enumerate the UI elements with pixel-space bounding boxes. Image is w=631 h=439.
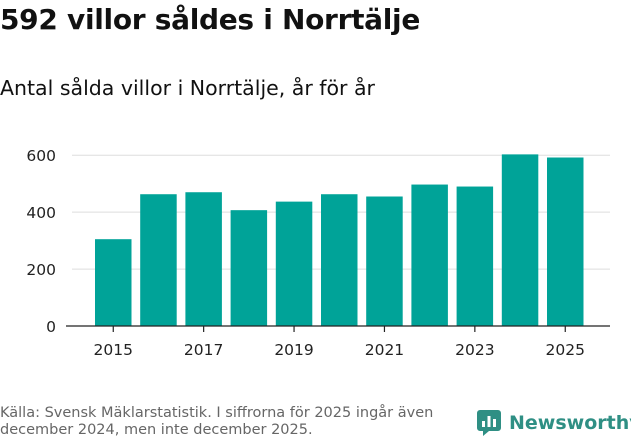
bar-2017	[185, 192, 222, 326]
brand-name: Newsworthy	[509, 412, 631, 434]
bar-chart: 0 200 400 600 2015 2017 2019 2021 2023 2025	[26, 147, 610, 359]
bar-2015	[95, 239, 132, 326]
x-tick-label: 2019	[274, 341, 313, 359]
bar-2016	[140, 194, 177, 326]
bar-2019	[275, 201, 313, 326]
bar-2018	[230, 210, 268, 326]
y-tick-label: 0	[46, 318, 56, 336]
bars	[95, 154, 584, 326]
chart-title: 592 villor såldes i Norrtälje	[0, 3, 421, 36]
x-axis-ticks: 2015 2017 2019 2021 2023 2025	[94, 326, 585, 359]
newsworthy-logo-icon	[477, 410, 501, 436]
bar-2025	[547, 157, 584, 326]
bar-2023	[456, 186, 494, 326]
chart-subtitle: Antal sålda villor i Norrtälje, år för å…	[0, 76, 375, 100]
y-tick-label: 600	[26, 147, 56, 165]
y-axis-ticks: 0 200 400 600	[26, 147, 56, 336]
bar-2020	[321, 194, 358, 326]
x-tick-label: 2017	[184, 341, 223, 359]
x-tick-label: 2015	[94, 341, 133, 359]
x-tick-label: 2025	[546, 341, 585, 359]
bar-2021	[366, 196, 403, 326]
bar-2024	[501, 154, 539, 326]
x-tick-label: 2023	[455, 341, 494, 359]
bar-2022	[411, 184, 448, 326]
y-tick-label: 400	[26, 204, 56, 222]
brand-logo[interactable]: Newsworthy	[476, 408, 631, 438]
source-note: Källa: Svensk Mäklarstatistik. I siffror…	[0, 405, 434, 438]
y-tick-label: 200	[26, 261, 56, 279]
x-tick-label: 2021	[365, 341, 404, 359]
